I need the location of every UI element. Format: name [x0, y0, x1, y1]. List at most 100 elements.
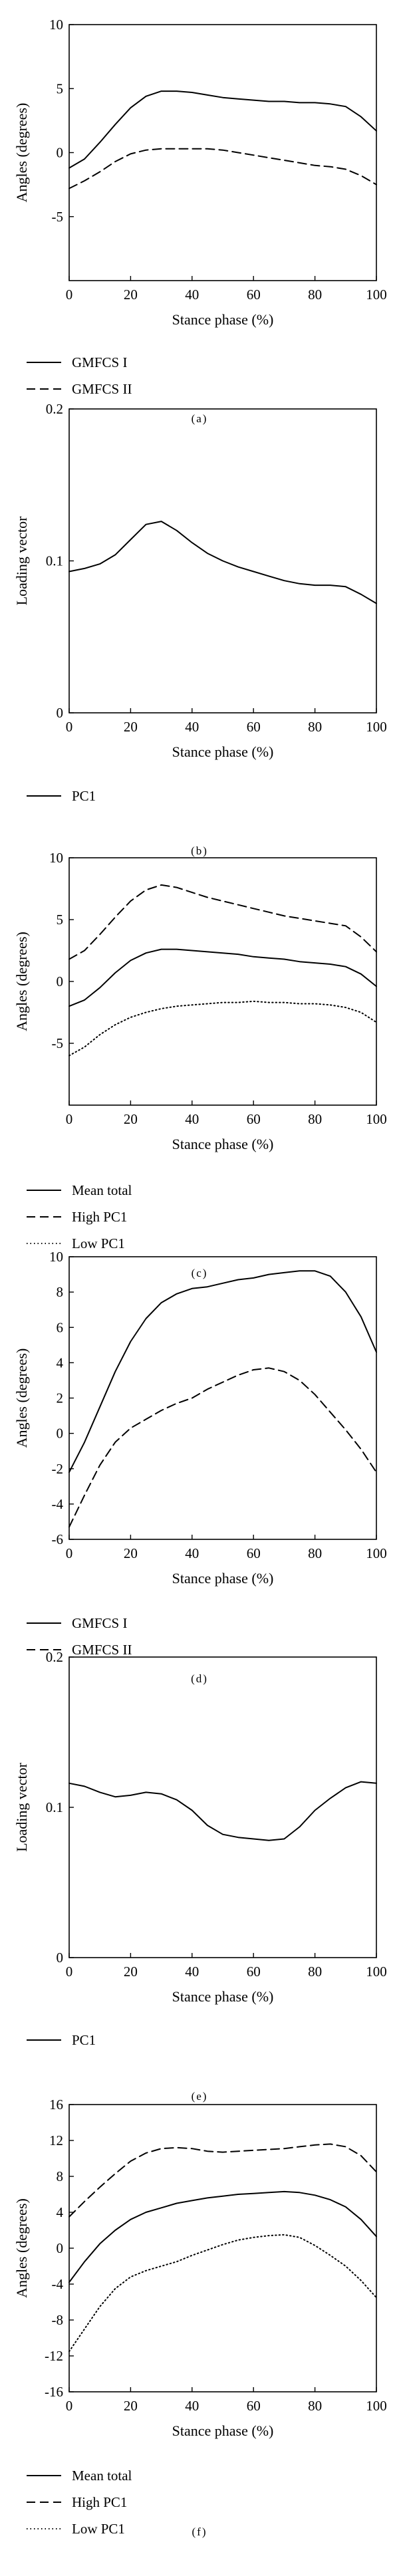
series-line-2: [68, 148, 377, 190]
series-line-2: [68, 1367, 377, 1528]
y-tick-label: 0.1: [46, 553, 63, 569]
x-tick-label: 20: [124, 719, 138, 735]
legend-label: PC1: [72, 2032, 96, 2048]
legend-label: GMFCS II: [72, 381, 132, 397]
y-tick-label: 4: [57, 1354, 64, 1370]
series-line-2: [68, 2143, 377, 2218]
x-tick-label: 40: [185, 1545, 199, 1561]
x-axis-label: Stance phase (%): [172, 1136, 274, 1152]
plot-frame: [68, 1256, 377, 1540]
y-tick-label: 0: [57, 1426, 64, 1442]
y-axis-label: Loading vector: [13, 516, 30, 605]
panel-label: (e): [192, 2090, 208, 2103]
y-tick-label: 10: [49, 1249, 63, 1265]
panel-label: (b): [191, 844, 208, 857]
y-tick-label: 12: [49, 2132, 63, 2148]
x-tick-label: 40: [185, 2398, 199, 2414]
y-tick-label: 0.2: [46, 401, 63, 417]
y-tick-label: 0.2: [46, 1649, 63, 1665]
y-tick-label: -4: [52, 2276, 64, 2292]
y-axis-label: Loading vector: [13, 1762, 30, 1851]
y-tick-label: 4: [57, 2204, 64, 2220]
plot-frame: [68, 24, 377, 281]
y-tick-label: 8: [57, 2168, 64, 2184]
y-tick-label: 16: [49, 2097, 63, 2113]
x-tick-label: 100: [366, 2398, 387, 2414]
y-tick-label: -5: [52, 209, 64, 225]
y-tick-label: 0.1: [46, 1799, 63, 1815]
x-tick-label: 20: [124, 2398, 138, 2414]
x-tick-label: 80: [308, 1111, 322, 1127]
x-tick-label: 80: [308, 719, 322, 735]
x-axis-label: Stance phase (%): [172, 2422, 274, 2439]
legend-label: Mean total: [72, 2468, 132, 2484]
x-tick-label: 20: [124, 1964, 138, 1980]
y-tick-label: 10: [49, 850, 63, 866]
series-line-1: [68, 1270, 377, 1474]
x-tick-label: 80: [308, 287, 322, 303]
chart-panel-2: 0 20 40 60 80 100 0 0.1 0.2 Stance phase (%) Loadi…: [13, 401, 387, 857]
x-tick-label: 20: [124, 287, 138, 303]
x-tick-label: 40: [185, 1964, 199, 1980]
x-tick-label: 0: [66, 287, 73, 303]
x-tick-label: 60: [247, 2398, 261, 2414]
x-tick-label: 80: [308, 2398, 322, 2414]
x-tick-label: 40: [185, 1111, 199, 1127]
legend-label: Low PC1: [72, 2521, 125, 2537]
y-axis-label: Angles (degrees): [13, 932, 30, 1031]
panel-label: (c): [192, 1267, 208, 1279]
y-tick-label: 0: [57, 705, 64, 721]
x-axis-label: Stance phase (%): [172, 1988, 274, 2005]
x-tick-label: 100: [366, 1545, 387, 1561]
series-line-1: [68, 521, 377, 604]
chart-panel-5: 0 20 40 60 80 100 0 0.1 0.2 Stance phase (%) Loadi…: [13, 1649, 387, 2103]
series-line-3: [68, 2234, 377, 2353]
x-tick-label: 60: [247, 287, 261, 303]
x-tick-label: 0: [66, 719, 73, 735]
legend-label: Mean total: [72, 1182, 132, 1198]
y-axis-label: Angles (degrees): [13, 103, 30, 203]
x-tick-label: 100: [366, 719, 387, 735]
y-tick-label: 5: [57, 80, 64, 96]
x-tick-label: 100: [366, 1964, 387, 1980]
x-tick-label: 0: [66, 1545, 73, 1561]
x-tick-label: 80: [308, 1545, 322, 1561]
legend-label: GMFCS I: [72, 1615, 127, 1631]
y-tick-label: 0: [57, 973, 64, 989]
panel-label: (a): [192, 412, 208, 425]
y-tick-label: 8: [57, 1284, 64, 1300]
x-tick-label: 60: [247, 1964, 261, 1980]
x-tick-label: 60: [247, 1545, 261, 1561]
chart-panel-4: 0 20 40 60 80 100 -6 -4 -2 0 2 4 6 8 10 Stance phase (%…: [13, 1249, 387, 1685]
y-axis-label: Angles (degrees): [13, 1349, 30, 1448]
x-axis-label: Stance phase (%): [172, 311, 274, 328]
x-tick-label: 0: [66, 1111, 73, 1127]
legend-label: High PC1: [72, 1209, 127, 1225]
x-tick-label: 20: [124, 1111, 138, 1127]
x-tick-label: 80: [308, 1964, 322, 1980]
legend-label: High PC1: [72, 2494, 127, 2510]
chart-panel-1: 0 20 40 60 80 100 -5 0 5 10 Stance phase (%) Angles…: [13, 17, 387, 425]
y-tick-label: 2: [57, 1390, 64, 1406]
legend-label: GMFCS I: [72, 354, 127, 370]
panel-label: (d): [191, 1672, 208, 1685]
x-tick-label: 0: [66, 1964, 73, 1980]
x-axis-label: Stance phase (%): [172, 1570, 274, 1587]
x-tick-label: 20: [124, 1545, 138, 1561]
x-tick-label: 60: [247, 719, 261, 735]
y-tick-label: 10: [49, 17, 63, 33]
y-tick-label: -4: [52, 1496, 64, 1512]
panel-label: (f): [192, 2525, 207, 2538]
legend-label: Low PC1: [72, 1235, 125, 1251]
x-tick-label: 100: [366, 287, 387, 303]
legend-label: PC1: [72, 788, 96, 804]
plot-frame: [68, 857, 377, 1106]
y-tick-label: 0: [57, 2240, 64, 2256]
x-tick-label: 0: [66, 2398, 73, 2414]
series-line-2: [68, 884, 377, 960]
series-line-1: [68, 1781, 377, 1841]
x-tick-label: 100: [366, 1111, 387, 1127]
chart-panel-3: 0 20 40 60 80 100 -5 0 5 10 Stance phase (%) Angles…: [13, 850, 387, 1279]
y-tick-label: 6: [57, 1319, 64, 1335]
